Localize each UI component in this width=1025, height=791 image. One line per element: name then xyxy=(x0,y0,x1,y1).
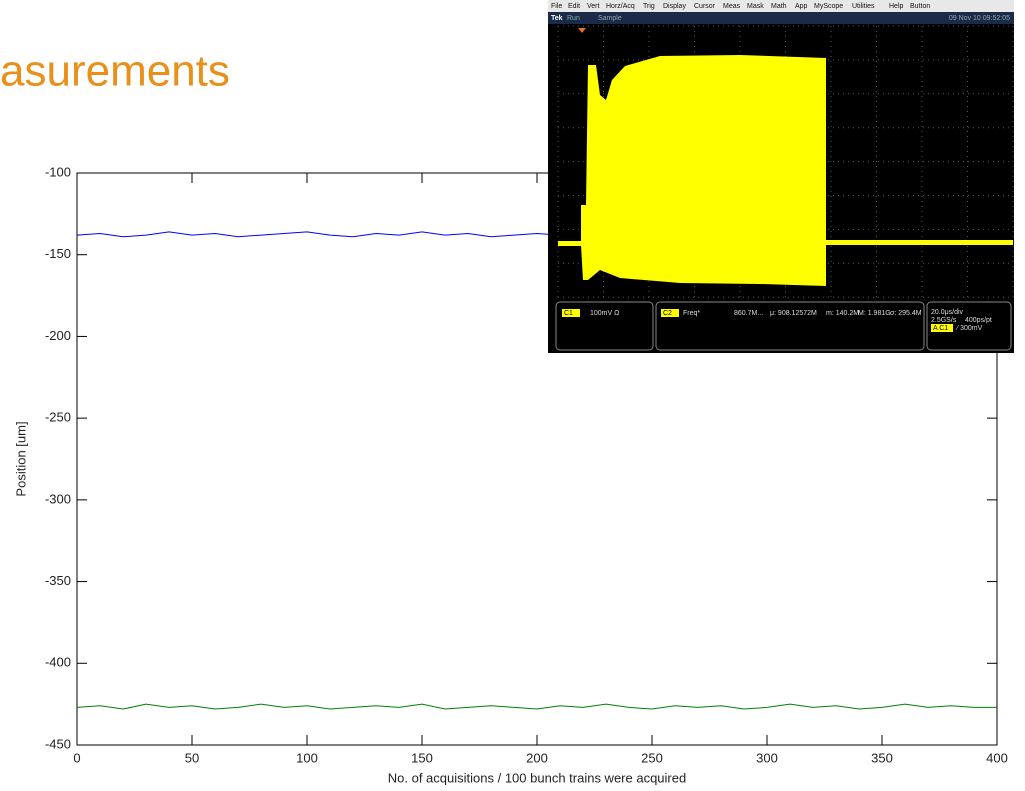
readout: 2.5GS/s xyxy=(931,317,957,324)
menu-item[interactable]: MyScope xyxy=(814,3,843,10)
status: Run xyxy=(567,15,580,22)
readout: σ: 295.4M xyxy=(890,310,922,317)
menu-item[interactable]: Button xyxy=(910,3,930,10)
x-tick-label: 50 xyxy=(185,750,199,765)
menu-item[interactable]: Vert xyxy=(587,3,600,10)
y-tick-label: -250 xyxy=(45,410,71,425)
signal-burst xyxy=(581,55,826,286)
brand: Tek xyxy=(551,15,563,22)
menu-item[interactable]: Trig xyxy=(643,3,655,10)
x-tick-label: 350 xyxy=(871,750,893,765)
y-tick-label: -350 xyxy=(45,573,71,588)
menu-item[interactable]: Utilities xyxy=(852,3,875,10)
menu-item[interactable]: Display xyxy=(663,3,686,10)
x-tick-label: 100 xyxy=(296,750,318,765)
menu-item[interactable]: Meas xyxy=(723,3,741,10)
slide: asurements Position [um] No. of acquisit… xyxy=(0,0,1025,791)
x-tick-label: 200 xyxy=(526,750,548,765)
readout: 20.0μs/div xyxy=(931,309,964,316)
y-tick-label: -450 xyxy=(45,736,71,751)
x-tick-label: 250 xyxy=(641,750,663,765)
y-tick-label: -150 xyxy=(45,246,71,261)
menu-item[interactable]: Math xyxy=(771,3,787,10)
x-tick-label: 150 xyxy=(411,750,433,765)
readout: m: 140.2M xyxy=(826,310,859,317)
signal-baseline xyxy=(826,240,1013,245)
readout: μ: 908.12572M xyxy=(770,310,817,317)
timestamp: 09 Nov 10 09:52:05 xyxy=(949,15,1010,22)
channel: C2 xyxy=(663,310,672,317)
data-line xyxy=(77,704,997,709)
menu-item[interactable]: Edit xyxy=(568,3,580,10)
oscilloscope-screenshot: File Edit Vert Horz/Acq Trig Display Cur… xyxy=(548,0,1014,353)
trigger-source: A C1 xyxy=(933,325,948,332)
menu-item[interactable]: Cursor xyxy=(694,3,716,10)
x-tick-label: 400 xyxy=(986,750,1008,765)
readout: 100mV Ω xyxy=(590,310,619,317)
x-axis-label: No. of acquisitions / 100 bunch trains w… xyxy=(388,770,686,785)
status: Sample xyxy=(598,15,622,22)
menu-item[interactable]: Horz/Acq xyxy=(606,3,635,10)
y-tick-label: -200 xyxy=(45,328,71,343)
x-tick-label: 300 xyxy=(756,750,778,765)
x-tick-label: 0 xyxy=(73,750,80,765)
readout: 400ps/pt xyxy=(965,317,992,324)
readout: M: 1.981G xyxy=(858,310,891,317)
menu-item[interactable]: Mask xyxy=(747,3,764,10)
menu-item[interactable]: Help xyxy=(889,3,904,10)
channel: C1 xyxy=(564,310,573,317)
menu-item[interactable]: App xyxy=(795,3,808,10)
readout: 860.7M... xyxy=(734,310,763,317)
readout: Freq* xyxy=(683,310,700,317)
menu-item[interactable]: File xyxy=(551,3,562,10)
y-tick-label: -300 xyxy=(45,491,71,506)
y-tick-label: -400 xyxy=(45,655,71,670)
y-tick-label: -100 xyxy=(45,164,71,179)
slide-title: asurements xyxy=(0,47,230,96)
y-axis-label: Position [um] xyxy=(13,421,28,496)
readout: ⁄ 300mV xyxy=(955,325,983,332)
